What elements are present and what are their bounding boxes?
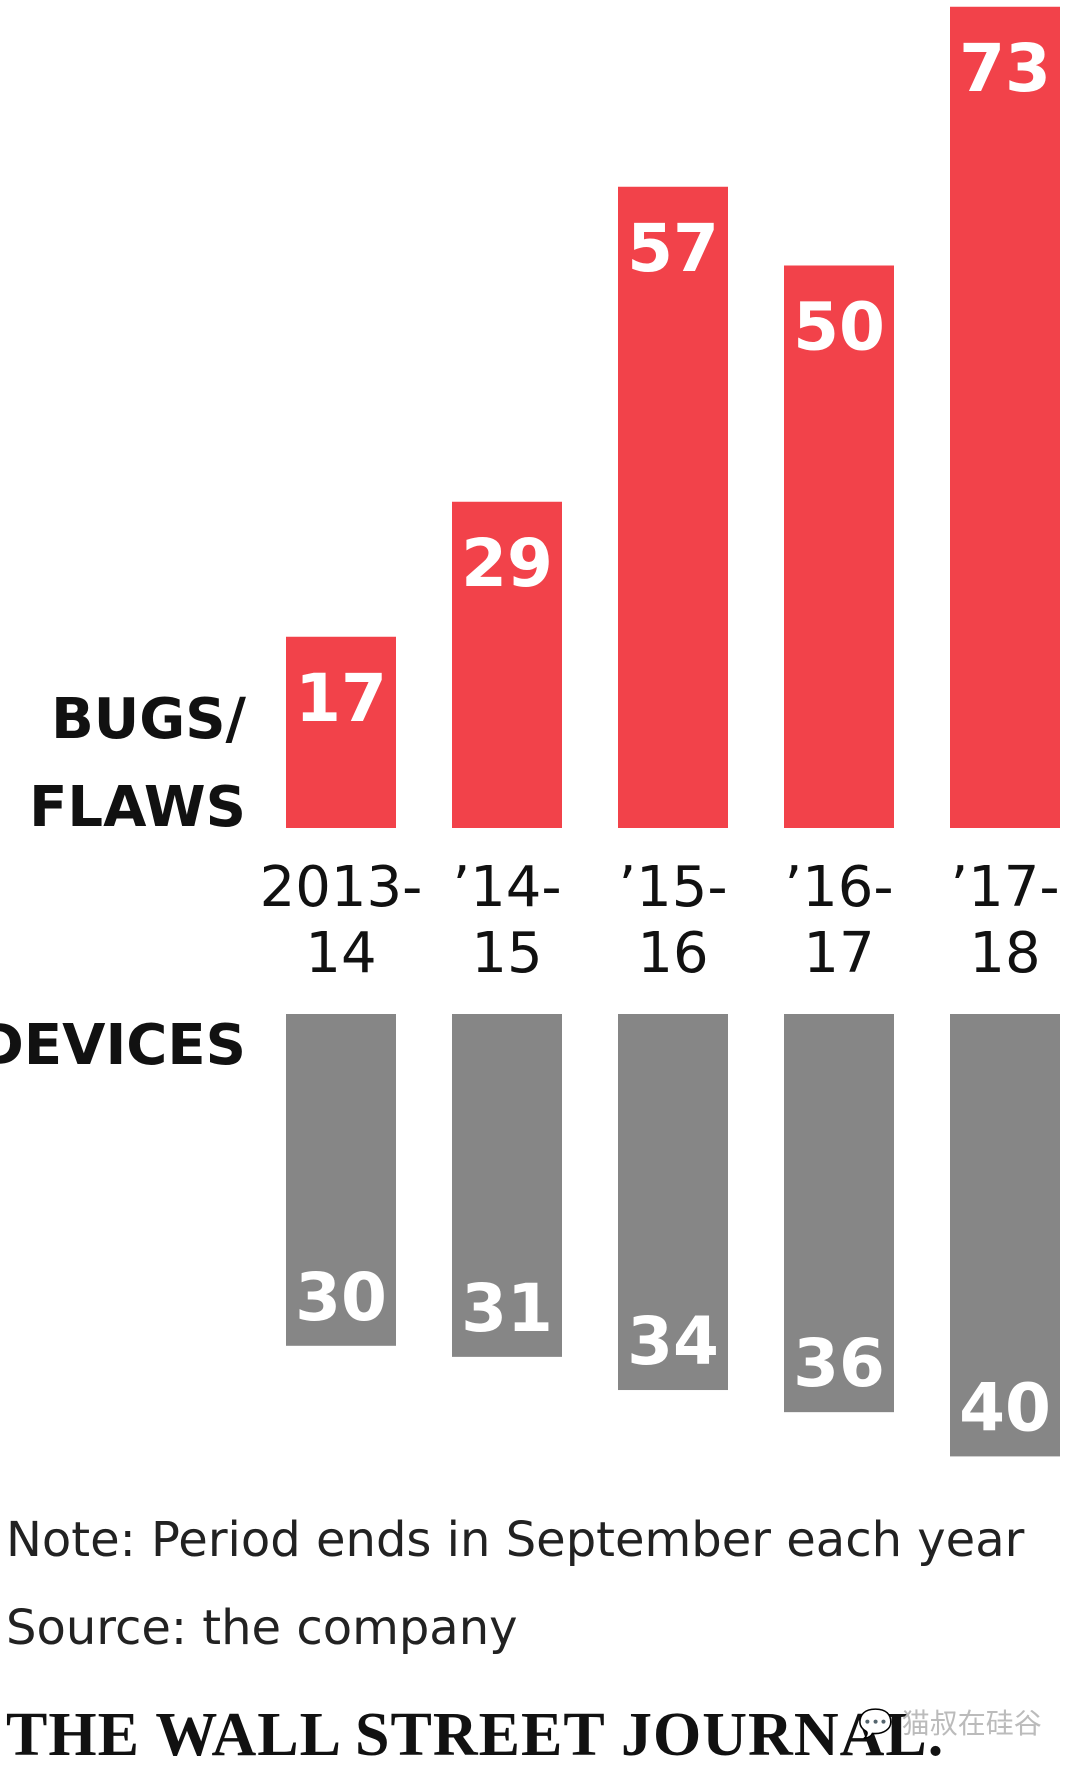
bugs-bar-value: 29	[461, 525, 553, 602]
category-label: ’14-15	[452, 855, 561, 986]
bugs-bar	[784, 265, 894, 828]
bugs-bar	[452, 501, 562, 828]
bugs-bar-value: 73	[959, 30, 1051, 107]
category-label: ’15-16	[618, 855, 727, 986]
devices-bar-value: 31	[461, 1270, 553, 1347]
bugs-bar	[286, 636, 396, 828]
bugs-series-label: BUGS/FLAWS	[29, 687, 246, 840]
devices-bar	[452, 1014, 562, 1357]
wechat-icon: 💬	[858, 1707, 893, 1740]
category-label: ’17-18	[950, 855, 1059, 986]
devices-bar-value: 40	[959, 1369, 1051, 1446]
devices-bar	[784, 1014, 894, 1413]
devices-bar	[950, 1014, 1060, 1457]
bugs-bar	[618, 186, 728, 828]
devices-bar	[618, 1014, 728, 1391]
devices-bar-value: 36	[793, 1325, 885, 1402]
bugs-bar	[950, 6, 1060, 828]
watermark: 💬 猫叔在硅谷	[858, 1702, 1042, 1742]
bugs-bar-value: 57	[627, 210, 719, 287]
chart-note: Note: Period ends in September each year	[6, 1512, 1025, 1568]
publisher-masthead: THE WALL STREET JOURNAL.	[6, 1701, 945, 1769]
devices-bar	[286, 1014, 396, 1346]
devices-bar-value: 34	[627, 1303, 719, 1380]
bugs-bar-value: 17	[295, 660, 387, 737]
category-label: ’16-17	[784, 855, 893, 986]
bar-chart: 17 30 2013-14 29 31 ’14-15 57 34 ’15-16 50 36 ’16-1…	[0, 6, 1060, 1457]
devices-series-label: DEVICES	[0, 1013, 246, 1078]
chart-source: Source: the company	[6, 1600, 518, 1656]
category-label: 2013-14	[260, 855, 423, 986]
devices-bar-value: 30	[295, 1259, 387, 1336]
watermark-text: 猫叔在硅谷	[901, 1707, 1042, 1740]
bugs-bar-value: 50	[793, 289, 885, 366]
